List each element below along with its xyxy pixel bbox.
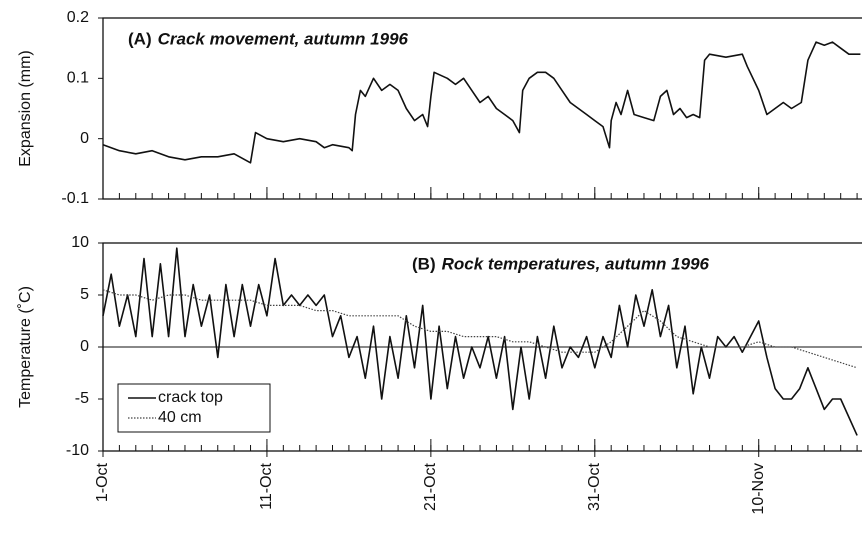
plot-frame [102, 17, 862, 200]
x-tick-label: 10-Nov [750, 463, 767, 515]
panel-label: (A) [128, 29, 152, 48]
y-axis-label: Expansion (mm) [17, 50, 34, 166]
legend-box [117, 383, 271, 433]
x-tick-label: 21-Oct [422, 462, 439, 511]
legend-label: 40 cm [158, 409, 202, 426]
y-tick-label: -10 [66, 442, 89, 459]
y-tick-label: 0 [80, 130, 89, 147]
y-tick-label: 0.1 [67, 70, 89, 87]
x-tick-label: 31-Oct [586, 462, 603, 511]
y-tick-label: 5 [80, 286, 89, 303]
legend-label: crack top [158, 389, 223, 406]
y-tick-label: -5 [75, 390, 89, 407]
panel-title: Rock temperatures, autumn 1996 [442, 254, 710, 273]
panel-label: (B) [412, 254, 436, 273]
y-tick-label: 0 [80, 338, 89, 355]
y-tick-label: 0.2 [67, 9, 89, 26]
y-tick-label: 10 [71, 234, 89, 251]
data-line [102, 247, 858, 436]
y-axis-label: Temperature (˚C) [17, 286, 34, 408]
panel-title: Crack movement, autumn 1996 [158, 29, 409, 48]
data-line [102, 41, 861, 164]
y-tick-label: -0.1 [61, 190, 89, 207]
x-tick-label: 1-Oct [94, 462, 111, 502]
data-line [102, 289, 858, 369]
x-tick-label: 11-Oct [258, 462, 275, 509]
